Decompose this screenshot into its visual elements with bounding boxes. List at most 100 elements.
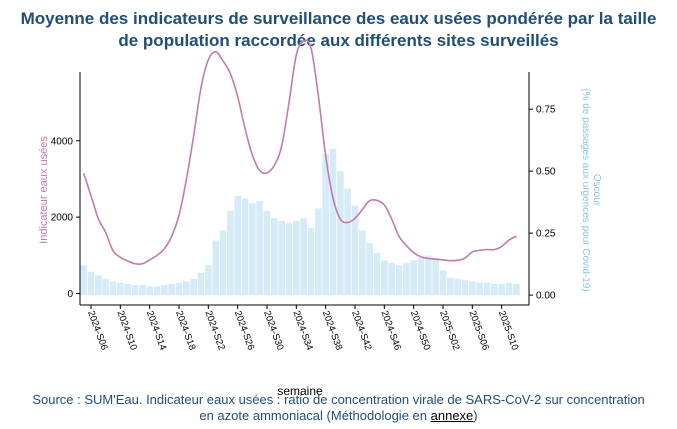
bar-2024-S24 xyxy=(219,230,227,296)
bar-2024-S50 xyxy=(410,260,417,296)
bar-2024-S05 xyxy=(80,265,87,296)
bar-series-oscour xyxy=(80,148,520,296)
bar-2024-S45 xyxy=(373,252,381,296)
bar-2025-S01 xyxy=(432,257,439,296)
bar-2024-S52 xyxy=(425,255,432,296)
source-note: Source : SUM'Eau. Indicateur eaux usées … xyxy=(10,392,667,424)
bar-2024-S27 xyxy=(241,198,249,296)
x-tick-label: 2025-S10 xyxy=(496,309,520,351)
bar-2024-S08 xyxy=(102,278,109,296)
bar-2025-S02 xyxy=(439,270,447,296)
x-tick-label: 2024-S22 xyxy=(203,309,227,351)
bar-2024-S40 xyxy=(337,171,344,296)
bar-2024-S10 xyxy=(117,282,124,296)
bar-2024-S39 xyxy=(329,148,337,296)
bar-2024-S46 xyxy=(381,260,388,296)
left-tick-label: 2000 xyxy=(51,213,74,224)
bar-2024-S37 xyxy=(315,208,322,296)
x-tick-label: 2024-S38 xyxy=(320,309,344,351)
bar-2024-S32 xyxy=(278,220,285,296)
bar-2025-S04 xyxy=(454,278,461,296)
x-tick-label: 2024-S46 xyxy=(379,309,403,351)
right-axis-label-line1: Oscour xyxy=(591,174,602,207)
plot-background xyxy=(80,72,520,305)
bar-2024-S42 xyxy=(351,205,359,296)
bar-2024-S47 xyxy=(388,262,395,296)
source-line2-text: en azote ammoniacal (Méthodologie en xyxy=(199,408,431,423)
chart-title-line2: de population raccordée aux différents s… xyxy=(118,31,559,50)
right-axis-label-line2: (% de passages aux urgences pour Covid-1… xyxy=(580,88,591,291)
bar-2024-S17 xyxy=(168,283,175,296)
bar-2025-S07 xyxy=(476,282,483,296)
bar-2024-S25 xyxy=(227,210,234,296)
line-series-indicateur xyxy=(82,39,517,265)
bar-2025-S06 xyxy=(469,281,476,296)
left-tick-label: 4000 xyxy=(51,136,74,147)
bar-2025-S12 xyxy=(513,283,520,296)
source-line1: Source : SUM'Eau. Indicateur eaux usées … xyxy=(32,392,645,407)
bar-2025-S05 xyxy=(461,280,469,296)
bar-2025-S10 xyxy=(498,283,505,296)
bar-2024-S41 xyxy=(344,188,351,296)
bar-2024-S09 xyxy=(109,281,117,296)
bar-2024-S12 xyxy=(131,285,139,296)
x-tick-label: 2025-S06 xyxy=(467,309,491,351)
bar-2025-S03 xyxy=(447,277,454,296)
bar-2024-S34 xyxy=(293,220,300,296)
bar-2024-S44 xyxy=(366,243,373,296)
right-tick-label: 0.75 xyxy=(536,105,556,116)
bar-2024-S31 xyxy=(271,218,278,296)
left-axis-ticks: 0 2000 4000 xyxy=(51,136,80,300)
chart-title-line1: Moyenne des indicateurs de surveillance … xyxy=(20,9,657,28)
source-line2-end: ) xyxy=(473,408,478,423)
bar-2024-S20 xyxy=(190,278,197,296)
right-tick-label: 0.00 xyxy=(536,291,556,302)
bar-2024-S43 xyxy=(359,230,366,296)
bar-2024-S06 xyxy=(87,271,95,296)
annexe-link[interactable]: annexe xyxy=(430,408,474,423)
bar-2024-S23 xyxy=(212,240,219,296)
bar-2024-S15 xyxy=(153,286,161,296)
x-axis-ticks: 2024-S06 2024-S10 2024-S14 2024-S18 2024-S22… xyxy=(85,305,520,352)
indicateur-line xyxy=(82,39,517,265)
left-axis-label: Indicateur eaux usées xyxy=(38,136,50,244)
bar-2024-S48 xyxy=(395,265,403,296)
x-tick-label: 2024-S18 xyxy=(173,309,197,351)
bar-2024-S38 xyxy=(322,153,329,296)
bar-2024-S36 xyxy=(307,228,315,296)
bar-2024-S14 xyxy=(146,286,153,296)
x-tick-label: 2024-S42 xyxy=(349,309,373,351)
bar-2024-S16 xyxy=(161,285,168,296)
x-tick-label: 2025-S02 xyxy=(437,309,461,351)
x-tick-label: 2024-S14 xyxy=(144,309,168,351)
bar-2025-S11 xyxy=(505,282,513,296)
bar-2024-S29 xyxy=(256,200,263,296)
bar-2024-S30 xyxy=(263,210,271,296)
x-tick-label: 2024-S06 xyxy=(85,309,109,351)
chart-title: Moyenne des indicateurs de surveillance … xyxy=(10,8,667,52)
source-line2: en azote ammoniacal (Méthodologie en ann… xyxy=(10,408,667,424)
bar-2024-S28 xyxy=(249,203,256,296)
x-tick-label: 2024-S30 xyxy=(261,309,285,351)
right-tick-label: 0.50 xyxy=(536,167,556,178)
bar-2024-S49 xyxy=(403,262,410,296)
x-tick-label: 2024-S34 xyxy=(291,309,315,351)
bar-2024-S11 xyxy=(124,283,131,296)
left-tick-label: 0 xyxy=(67,289,73,300)
bar-2024-S35 xyxy=(300,218,307,296)
bar-2024-S13 xyxy=(139,285,146,296)
x-tick-label: 2024-S50 xyxy=(408,309,432,351)
x-axis-label: semaine xyxy=(277,384,323,398)
bar-2024-S21 xyxy=(197,272,205,296)
bar-2024-S07 xyxy=(95,275,102,296)
right-tick-label: 0.25 xyxy=(536,229,556,240)
bar-2024-S22 xyxy=(205,265,212,296)
bar-2024-S18 xyxy=(175,282,183,296)
bar-2025-S09 xyxy=(491,283,498,296)
bar-2025-S08 xyxy=(483,282,491,296)
right-axis-ticks: 0.00 0.25 0.50 0.75 xyxy=(529,105,556,302)
x-tick-label: 2024-S26 xyxy=(232,309,256,351)
x-tick-label: 2024-S10 xyxy=(115,309,139,351)
bar-2024-S26 xyxy=(234,195,241,296)
